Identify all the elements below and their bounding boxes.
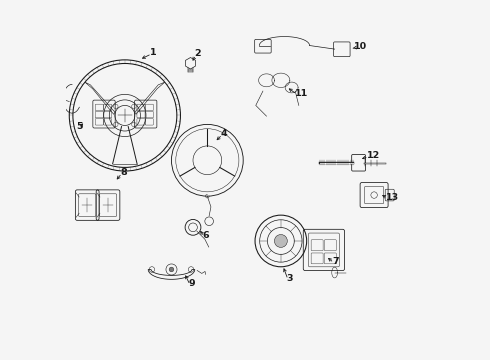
Circle shape [169,267,174,272]
Text: 8: 8 [120,168,127,177]
Text: 10: 10 [354,42,367,51]
Text: 12: 12 [367,151,380,160]
Text: 7: 7 [332,257,339,266]
Text: 2: 2 [194,49,201,58]
Polygon shape [186,58,196,69]
Text: 5: 5 [76,122,83,131]
Text: 13: 13 [386,193,399,202]
Text: 3: 3 [286,274,293,283]
Text: 11: 11 [295,89,309,98]
Text: 4: 4 [220,129,227,138]
Text: 9: 9 [188,279,195,288]
Circle shape [274,234,287,247]
Text: 6: 6 [203,231,209,240]
Text: 1: 1 [150,48,157,57]
